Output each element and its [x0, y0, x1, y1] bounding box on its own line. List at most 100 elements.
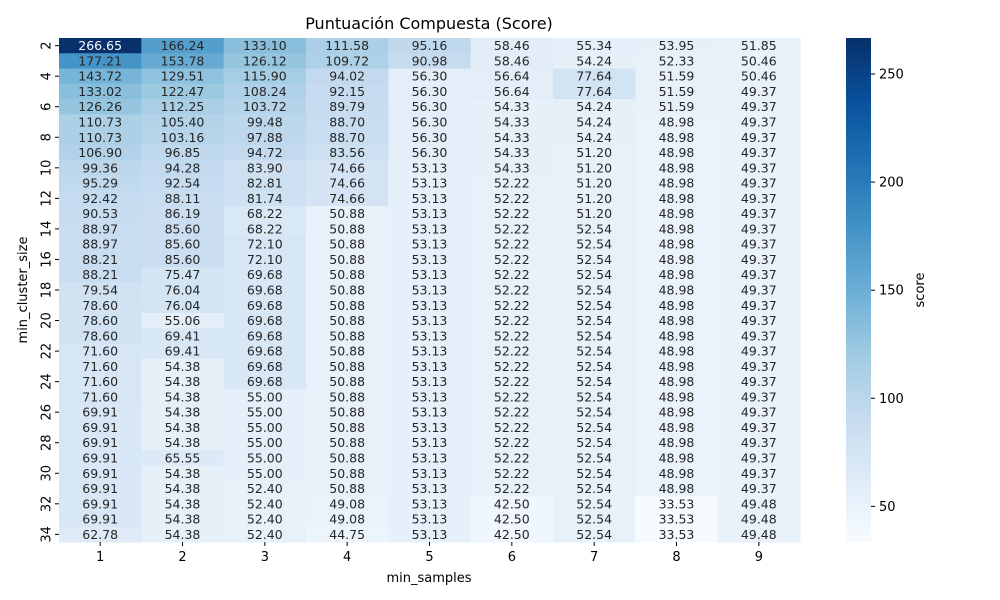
heatmap-cell — [306, 450, 389, 467]
heatmap-cell — [717, 53, 801, 70]
cell-value-label: 74.66 — [329, 176, 365, 191]
heatmap-cell — [223, 129, 307, 146]
heatmap-cell — [553, 526, 636, 543]
cell-value-label: 49.37 — [741, 267, 777, 282]
heatmap-cell — [223, 38, 307, 54]
heatmap-cell — [59, 343, 142, 360]
heatmap-cell — [388, 144, 472, 161]
heatmap-cell — [306, 480, 389, 497]
heatmap-cell — [470, 282, 554, 299]
cell-value-label: 50.88 — [329, 435, 365, 450]
cell-value-label: 69.91 — [82, 405, 118, 420]
y-tick-label: 26 — [40, 404, 55, 421]
cell-value-label: 133.10 — [243, 38, 287, 53]
cell-value-label: 108.24 — [243, 84, 287, 99]
cell-value-label: 71.60 — [82, 344, 118, 359]
cell-value-label: 52.54 — [576, 527, 612, 542]
heatmap-cell — [635, 526, 719, 543]
cell-value-label: 72.10 — [247, 252, 283, 267]
x-tick-label: 9 — [755, 550, 763, 565]
heatmap-cell — [388, 38, 472, 54]
cell-value-label: 69.68 — [247, 344, 283, 359]
cell-value-label: 56.64 — [494, 84, 530, 99]
cell-value-label: 52.54 — [576, 512, 612, 527]
heatmap-cell — [306, 297, 389, 314]
cell-value-label: 56.30 — [412, 130, 448, 145]
cell-value-label: 126.26 — [78, 99, 122, 114]
heatmap-cell — [59, 511, 142, 528]
x-tick-label: 7 — [590, 550, 598, 565]
heatmap-cell — [635, 221, 719, 238]
heatmap-cell — [141, 435, 225, 451]
heatmap-cell — [141, 38, 225, 54]
heatmap-cell — [223, 114, 307, 131]
cell-value-label: 52.54 — [576, 283, 612, 298]
cell-value-label: 86.19 — [165, 206, 201, 221]
cell-value-label: 53.13 — [412, 374, 448, 389]
y-tick-label: 14 — [40, 221, 55, 238]
heatmap-cell — [553, 99, 636, 115]
heatmap-cell — [141, 328, 225, 344]
cell-value-label: 83.56 — [329, 145, 365, 160]
heatmap-cell — [553, 297, 636, 314]
heatmap-cell — [553, 374, 636, 390]
cell-value-label: 48.98 — [659, 145, 695, 160]
cell-value-label: 79.54 — [82, 283, 118, 298]
heatmap-cell — [59, 144, 142, 161]
cell-value-label: 55.34 — [576, 38, 612, 53]
heatmap-cell — [388, 236, 472, 253]
heatmap-cell — [388, 328, 472, 344]
heatmap-cell — [223, 282, 307, 299]
heatmap-cell — [306, 282, 389, 299]
heatmap-cell — [635, 129, 719, 146]
cell-value-label: 49.37 — [741, 99, 777, 114]
heatmap-cell — [553, 221, 636, 238]
cell-value-label: 54.33 — [494, 99, 530, 114]
heatmap-cell — [306, 114, 389, 131]
heatmap-cell — [388, 358, 472, 375]
cell-value-label: 96.85 — [165, 145, 201, 160]
heatmap-cell — [717, 526, 801, 543]
x-tick-label: 1 — [96, 550, 104, 565]
cell-value-label: 55.00 — [247, 451, 283, 466]
x-tick-label: 2 — [178, 550, 186, 565]
heatmap-cell — [306, 328, 389, 344]
heatmap-cell — [635, 236, 719, 253]
cell-value-label: 69.41 — [165, 328, 201, 343]
heatmap-cell — [141, 236, 225, 253]
cell-value-label: 69.68 — [247, 328, 283, 343]
y-tick-label: 6 — [40, 103, 55, 111]
heatmap-cell — [717, 389, 801, 406]
heatmap-cell — [388, 175, 472, 192]
cell-value-label: 53.13 — [412, 481, 448, 496]
heatmap-cell — [141, 526, 225, 543]
heatmap-cell — [717, 419, 801, 436]
cell-value-label: 94.28 — [165, 160, 201, 175]
cell-value-label: 56.30 — [412, 145, 448, 160]
heatmap-cell — [223, 251, 307, 268]
heatmap-cell — [223, 389, 307, 406]
cell-value-label: 90.98 — [412, 53, 448, 68]
heatmap-cell — [223, 99, 307, 115]
heatmap-cell — [635, 175, 719, 192]
heatmap-cell — [223, 465, 307, 482]
heatmap-cell — [141, 114, 225, 131]
heatmap-cell — [635, 496, 719, 512]
cell-value-label: 50.88 — [329, 389, 365, 404]
heatmap-cell — [635, 465, 719, 482]
heatmap-cell — [717, 465, 801, 482]
cell-value-label: 69.68 — [247, 313, 283, 328]
heatmap-cell — [717, 160, 801, 176]
heatmap-cell — [470, 465, 554, 482]
cell-value-label: 48.98 — [659, 237, 695, 252]
heatmap-cell — [59, 160, 142, 176]
cell-value-label: 53.13 — [412, 252, 448, 267]
colorbar-axis: 50 100 150 200 250 — [871, 67, 904, 515]
heatmap-cell — [59, 53, 142, 70]
cell-value-label: 53.13 — [412, 206, 448, 221]
cell-value-label: 69.68 — [247, 267, 283, 282]
heatmap-cell — [388, 160, 472, 176]
heatmap-cell — [141, 160, 225, 176]
cell-value-label: 53.13 — [412, 283, 448, 298]
cell-value-label: 51.85 — [741, 38, 777, 53]
